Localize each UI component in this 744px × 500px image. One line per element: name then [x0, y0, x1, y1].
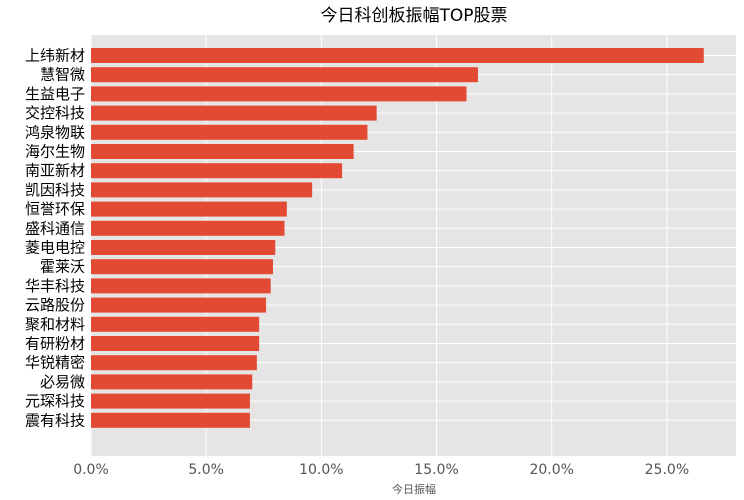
category-label: 元琛科技: [25, 392, 85, 410]
category-label: 交控科技: [25, 104, 85, 122]
x-tick-label: 20.0%: [529, 462, 573, 478]
category-label: 震有科技: [25, 411, 85, 429]
bar: [91, 182, 313, 198]
bar: [91, 336, 260, 351]
category-label: 必易微: [40, 373, 85, 391]
category-label: 有研粉材: [25, 335, 85, 353]
bar: [91, 355, 257, 371]
bar: [91, 201, 287, 217]
category-label: 华丰科技: [25, 277, 85, 295]
x-tick-label: 10.0%: [299, 462, 343, 478]
bars: [91, 48, 704, 428]
bar: [91, 412, 250, 428]
category-label: 慧智微: [40, 66, 85, 84]
category-label: 恒誉环保: [25, 200, 85, 218]
category-label: 海尔生物: [25, 143, 85, 161]
bar: [91, 259, 273, 275]
bar: [91, 316, 260, 332]
bar: [91, 86, 467, 102]
x-tick-label: 25.0%: [645, 462, 689, 478]
category-label: 菱电电控: [25, 239, 85, 257]
category-label: 凯因科技: [25, 181, 85, 199]
category-label: 聚和材料: [25, 315, 85, 333]
x-tick-label: 15.0%: [414, 462, 458, 478]
bar: [91, 393, 250, 409]
x-tick-label: 0.0%: [73, 462, 109, 478]
category-label: 华锐精密: [25, 354, 85, 372]
bar: [91, 374, 253, 390]
category-label: 南亚新材: [25, 162, 85, 180]
category-label: 霍莱沃: [40, 258, 85, 276]
bar: [91, 240, 276, 255]
bar: [91, 163, 343, 179]
category-label: 生益电子: [25, 85, 85, 103]
bar: [91, 48, 704, 63]
bar: [91, 124, 368, 140]
bar: [91, 144, 354, 159]
chart-title: 今日科创板振幅TOP股票: [320, 6, 507, 26]
category-label: 盛科通信: [25, 219, 85, 237]
category-labels: 上纬新材慧智微生益电子交控科技鸿泉物联海尔生物南亚新材凯因科技恒誉环保盛科通信菱…: [25, 47, 85, 430]
category-label: 上纬新材: [25, 47, 85, 65]
x-axis-title: 今日振幅: [392, 482, 436, 496]
category-label: 云路股份: [25, 296, 85, 314]
bar: [91, 67, 478, 83]
bar: [91, 105, 377, 121]
bar: [91, 278, 271, 294]
bar: [91, 297, 267, 313]
category-label: 鸿泉物联: [25, 123, 85, 141]
bar: [91, 220, 285, 236]
x-tick-label: 5.0%: [188, 462, 224, 478]
x-tick-labels: 0.0% 5.0% 10.0% 15.0% 20.0% 25.0%: [73, 462, 689, 478]
